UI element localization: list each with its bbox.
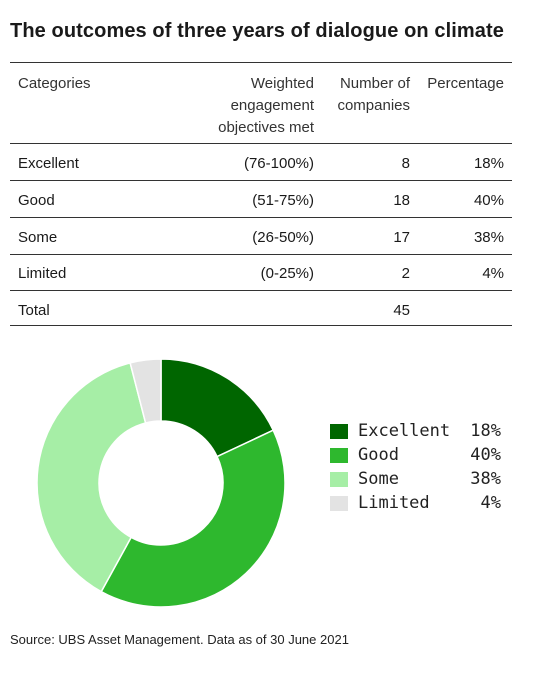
row-some-companies: 17: [393, 229, 410, 246]
row-some-range: (26-50%): [252, 229, 314, 246]
legend-item-excellent: Excellent 18%: [330, 420, 505, 444]
row-total-category: Total: [18, 302, 50, 319]
legend-label: Good: [358, 445, 399, 465]
legend-value: 4%: [480, 493, 501, 513]
legend-item-some: Some 38%: [330, 468, 505, 492]
row-divider: [10, 217, 512, 218]
row-excellent-category: Excellent: [18, 155, 79, 172]
donut-slice-excellent: [160, 358, 275, 458]
row-good-percentage: 40%: [473, 192, 504, 209]
legend-swatch: [330, 472, 348, 487]
legend-value: 40%: [470, 445, 501, 465]
donut-chart: [36, 358, 286, 608]
row-limited-range: (0-25%): [260, 265, 314, 282]
table-top-rule: [10, 62, 512, 63]
row-limited-companies: 2: [401, 265, 410, 282]
header-weighted-line1: Weighted: [250, 75, 314, 92]
legend-label: Limited: [358, 493, 430, 513]
table-header-rule: [10, 143, 512, 144]
row-excellent-percentage: 18%: [473, 155, 504, 172]
row-limited-percentage: 4%: [482, 265, 504, 282]
chart-legend: Excellent 18% Good 40% Some 38% Limited …: [330, 420, 505, 516]
row-excellent-companies: 8: [401, 155, 410, 172]
header-percentage: Percentage: [427, 75, 504, 92]
header-weighted-line3: objectives met: [218, 119, 314, 136]
donut-slice-good: [100, 429, 286, 608]
legend-item-limited: Limited 4%: [330, 492, 505, 516]
legend-value: 38%: [470, 469, 501, 489]
source-note: Source: UBS Asset Management. Data as of…: [10, 632, 349, 647]
donut-slice-some: [36, 361, 147, 593]
row-some-category: Some: [18, 229, 58, 246]
row-limited-category: Limited: [18, 265, 67, 282]
row-good-range: (51-75%): [252, 192, 314, 209]
legend-value: 18%: [470, 421, 501, 441]
header-companies-line2: companies: [337, 97, 410, 114]
legend-label: Some: [358, 469, 399, 489]
row-good-category: Good: [18, 192, 55, 209]
row-divider: [10, 290, 512, 291]
row-some-percentage: 38%: [473, 229, 504, 246]
table-bottom-rule: [10, 325, 512, 326]
legend-item-good: Good 40%: [330, 444, 505, 468]
legend-swatch: [330, 448, 348, 463]
header-categories: Categories: [18, 75, 91, 92]
chart-title: The outcomes of three years of dialogue …: [10, 20, 504, 42]
legend-swatch: [330, 424, 348, 439]
donut-slice-limited: [129, 358, 162, 424]
row-excellent-range: (76-100%): [243, 155, 314, 172]
row-good-companies: 18: [393, 192, 410, 209]
header-companies-line1: Number of: [339, 75, 410, 92]
row-total-companies: 45: [393, 302, 410, 319]
legend-swatch: [330, 496, 348, 511]
row-divider: [10, 180, 512, 181]
row-divider: [10, 254, 512, 255]
legend-label: Excellent: [358, 421, 451, 441]
header-weighted-line2: engagement: [230, 97, 314, 114]
